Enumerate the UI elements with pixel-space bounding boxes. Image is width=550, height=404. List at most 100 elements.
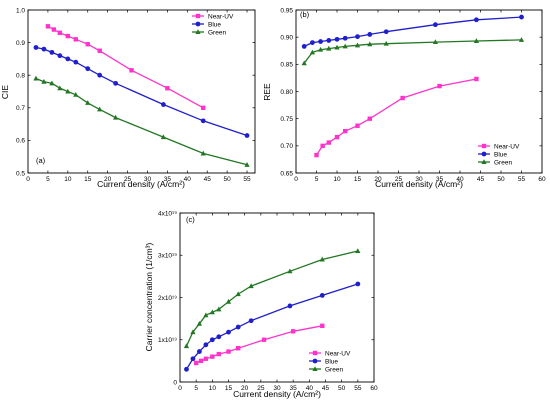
y-tick-label: 0.85 — [280, 62, 293, 69]
series-blue — [33, 45, 250, 138]
data-point — [73, 59, 79, 65]
y-axis-title: REE — [262, 83, 272, 101]
data-point — [319, 292, 325, 298]
data-point — [183, 343, 190, 349]
data-point — [49, 80, 55, 86]
data-point — [161, 102, 166, 107]
data-point — [33, 45, 39, 50]
data-point — [326, 45, 332, 51]
data-point — [519, 14, 524, 20]
y-tick-label: 0.6 — [16, 138, 25, 145]
data-point — [318, 46, 324, 52]
plot-frame — [27, 9, 256, 174]
data-point — [203, 312, 209, 318]
panel-label: (a) — [36, 156, 46, 165]
data-point — [236, 346, 241, 351]
x-axis-title: Current density (A/cm²) — [375, 179, 463, 189]
data-point — [437, 83, 442, 89]
x-tick-label: 10 — [64, 176, 72, 183]
data-point — [160, 134, 167, 140]
data-point — [326, 140, 331, 145]
y-tick-label: 0.65 — [280, 170, 293, 177]
x-tick-label: 15 — [225, 385, 233, 392]
series-line — [303, 39, 522, 64]
legend-swatch-marker — [195, 21, 201, 27]
x-axis-title: Current density (A/cm²) — [97, 179, 185, 189]
series-green — [301, 37, 525, 66]
x-tick-label: 20 — [374, 176, 382, 183]
data-point — [244, 133, 250, 138]
data-point — [97, 48, 102, 53]
x-tick-label: 40 — [456, 176, 464, 183]
x-tick-label: 60 — [538, 176, 546, 183]
legend-label: Blue — [325, 358, 338, 365]
x-tick-label: 55 — [243, 176, 251, 183]
y-tick-label: 0.90 — [280, 34, 293, 41]
data-point — [33, 75, 39, 81]
legend-label: Green — [208, 29, 226, 36]
data-point — [432, 39, 438, 45]
chart-panel-1: 0 5 10 15 20 25 30 35 40 45 50 55 0.5 0.6 0.7 0.8 0.9 1.0… — [0, 7, 256, 189]
series-line — [315, 78, 477, 156]
data-point — [320, 143, 325, 149]
data-point — [57, 30, 63, 36]
legend-label: Near-UV — [325, 350, 351, 357]
data-point — [354, 42, 361, 48]
x-tick-label: 5 — [194, 385, 198, 392]
x-tick-label: 5 — [315, 176, 319, 183]
x-tick-label: 45 — [322, 385, 330, 392]
data-point — [290, 329, 296, 334]
data-point — [97, 106, 103, 112]
data-point — [190, 329, 196, 335]
data-point — [343, 128, 348, 134]
data-point — [226, 349, 231, 354]
x-tick-label: 50 — [497, 176, 505, 183]
legend-label: Near-UV — [494, 143, 520, 150]
data-point — [383, 40, 389, 46]
data-point — [65, 88, 71, 94]
data-point — [355, 123, 360, 128]
legend-swatch-marker — [312, 358, 318, 364]
chart-panel-2: 0 5 10 15 20 25 30 35 40 45 50 55 60 0.65 0.70 0.75 0.80… — [262, 7, 546, 189]
x-axis-title: Current density (A/cm²) — [233, 389, 321, 399]
x-tick-label: 30 — [273, 385, 281, 392]
data-point — [216, 334, 222, 340]
data-point — [433, 22, 438, 28]
x-tick-label: 15 — [84, 176, 92, 183]
data-point — [51, 27, 57, 32]
data-point — [225, 298, 232, 304]
y-tick-label: 0.80 — [280, 89, 293, 96]
data-point — [320, 323, 325, 329]
data-point — [334, 36, 340, 42]
x-tick-label: 30 — [415, 176, 423, 183]
data-point — [65, 33, 71, 39]
data-point — [261, 337, 267, 342]
legend-swatch-marker — [195, 29, 201, 34]
data-point — [326, 38, 332, 43]
panel-label: (c) — [186, 215, 195, 224]
data-point — [184, 366, 189, 372]
y-tick-label: 0.9 — [16, 40, 25, 47]
data-point — [314, 152, 319, 158]
data-point — [310, 40, 315, 45]
y-tick-label: 4x10¹⁹ — [158, 210, 177, 217]
data-point — [301, 44, 307, 49]
data-point — [129, 68, 134, 73]
x-tick-label: 35 — [164, 176, 172, 183]
y-tick-label: 2x10¹⁹ — [158, 295, 177, 302]
y-axis-title: CIE — [0, 85, 10, 100]
data-point — [113, 80, 119, 86]
series-green — [183, 248, 361, 349]
data-point — [41, 46, 47, 52]
series-near-uv — [314, 76, 479, 158]
data-point — [474, 17, 479, 23]
legend-label: Blue — [208, 21, 221, 28]
data-point — [57, 85, 63, 91]
x-tick-label: 45 — [477, 176, 485, 183]
legend-swatch-marker — [481, 151, 487, 157]
data-point — [73, 37, 78, 42]
data-point — [210, 354, 215, 359]
